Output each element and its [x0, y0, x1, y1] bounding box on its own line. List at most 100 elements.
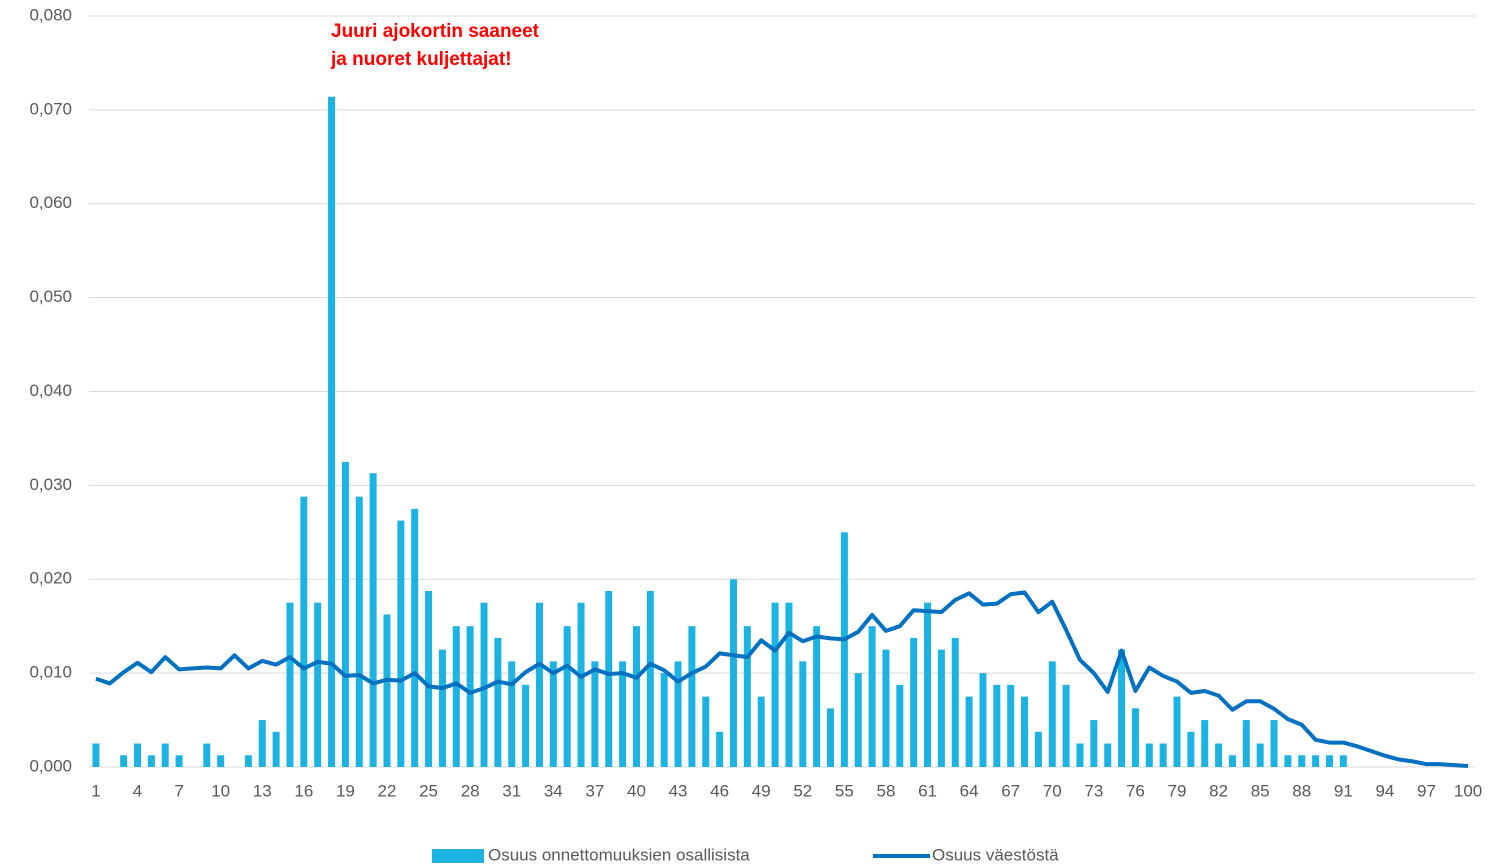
y-tick-label: 0,020 [29, 569, 72, 588]
bar [1034, 731, 1042, 767]
bar [1090, 720, 1098, 767]
x-tick-label: 46 [710, 781, 729, 800]
bar [369, 473, 377, 767]
bar [217, 755, 225, 767]
x-tick-label: 82 [1209, 781, 1228, 800]
bar [771, 602, 779, 767]
x-tick-label: 76 [1126, 781, 1145, 800]
x-tick-label: 10 [211, 781, 230, 800]
bar [425, 590, 433, 767]
bar [702, 696, 710, 767]
bar [1007, 684, 1015, 767]
x-tick-label: 28 [461, 781, 480, 800]
line [95, 590, 1469, 769]
bar [1104, 743, 1112, 767]
bar [286, 602, 294, 767]
bar [716, 731, 724, 767]
legend-swatch [432, 849, 484, 863]
bar [577, 602, 585, 767]
bar [1048, 661, 1056, 767]
x-tick-label: 31 [502, 781, 521, 800]
x-tick-label: 4 [133, 781, 142, 800]
legend-label: Osuus väestöstä [932, 845, 1059, 864]
y-tick-label: 0,050 [29, 287, 72, 306]
bar [1215, 743, 1223, 767]
bar [1131, 708, 1139, 767]
x-tick-label: 37 [585, 781, 604, 800]
bar [1159, 743, 1167, 767]
bar [508, 661, 516, 767]
bar [328, 96, 336, 768]
x-tick-label: 91 [1334, 781, 1353, 800]
bar [979, 673, 987, 767]
y-tick-label: 0,060 [29, 193, 72, 212]
bar [203, 743, 211, 767]
y-tick-label: 0,070 [29, 99, 72, 118]
bar [827, 708, 835, 767]
y-tick-label: 0,030 [29, 475, 72, 494]
bar [632, 626, 640, 767]
x-tick-label: 49 [752, 781, 771, 800]
bar [134, 743, 142, 767]
x-tick-label: 22 [378, 781, 397, 800]
x-tick-label: 64 [960, 781, 979, 800]
bar [522, 684, 530, 767]
x-tick-label: 70 [1043, 781, 1062, 800]
x-tick-label: 43 [669, 781, 688, 800]
y-tick-label: 0,040 [29, 381, 72, 400]
x-tick-label: 7 [174, 781, 183, 800]
bar [1021, 696, 1029, 767]
bar [729, 579, 737, 767]
bar [1256, 743, 1264, 767]
bar [147, 755, 155, 767]
bar [1228, 755, 1236, 767]
x-tick-label: 67 [1001, 781, 1020, 800]
x-tick-label: 34 [544, 781, 563, 800]
bar [1201, 720, 1209, 767]
x-tick-label: 61 [918, 781, 937, 800]
bar [314, 602, 322, 767]
bar [1339, 755, 1347, 767]
bar [743, 626, 751, 767]
bar [466, 626, 474, 767]
y-tick-label: 0,080 [29, 5, 72, 24]
bar [563, 626, 571, 767]
bar [341, 461, 349, 767]
annotation: ja nuoret kuljettajat! [330, 49, 512, 70]
bar [799, 661, 807, 767]
x-tick-label: 13 [253, 781, 272, 800]
bar [1284, 755, 1292, 767]
x-tick-label: 100 [1454, 781, 1482, 800]
bar [175, 755, 183, 767]
bar [92, 743, 100, 767]
legend-label: Osuus onnettomuuksien osallisista [488, 845, 750, 864]
bar [813, 626, 821, 767]
y-tick-label: 0,010 [29, 663, 72, 682]
bar [1242, 720, 1250, 767]
bar [411, 508, 419, 767]
bar [272, 731, 280, 767]
x-tick-label: 88 [1292, 781, 1311, 800]
x-tick-label: 1 [91, 781, 100, 800]
bar [688, 626, 696, 767]
bar [1187, 731, 1195, 767]
bar [438, 649, 446, 767]
bar [161, 743, 169, 767]
bar [1118, 649, 1126, 767]
bar [965, 696, 973, 767]
bar [300, 496, 308, 767]
bar [757, 696, 765, 767]
bar [480, 602, 488, 767]
bar [868, 626, 876, 767]
bar [619, 661, 627, 767]
annotation: Juuri ajokortin saaneet [331, 21, 540, 42]
x-tick-label: 85 [1251, 781, 1270, 800]
x-tick-label: 58 [876, 781, 895, 800]
x-tick-label: 52 [793, 781, 812, 800]
bar [1270, 720, 1278, 767]
y-tick-label: 0,000 [29, 756, 72, 775]
bar [383, 614, 391, 767]
bar [993, 684, 1001, 767]
bar [1325, 755, 1333, 767]
